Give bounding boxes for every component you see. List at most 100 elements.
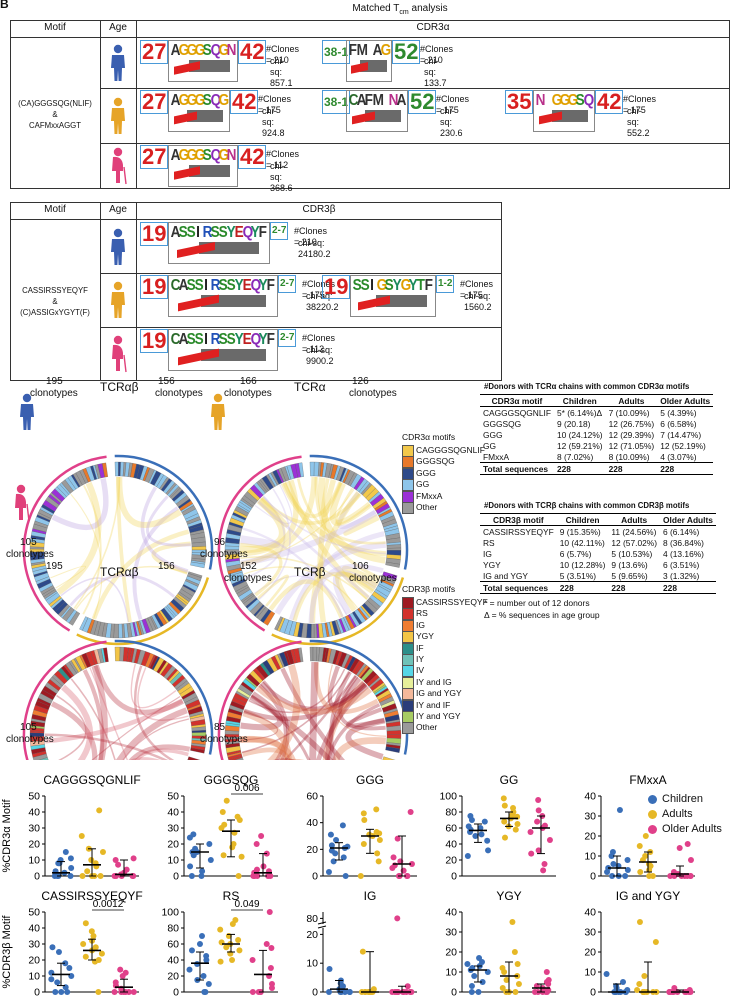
age-arc (76, 577, 210, 646)
table-cell: GGG (483, 429, 503, 440)
panel-label: B (0, 0, 9, 11)
legend_beta-swatch (402, 619, 414, 632)
logo-letter: G (194, 42, 206, 59)
circos-chord (51, 477, 109, 530)
legend_beta-item-label: IG (416, 619, 425, 630)
logo-letter: A (356, 92, 367, 109)
y-tick-label: 20 (584, 947, 596, 959)
beta_table-logo-1-0-v-gene: 19 (140, 274, 169, 299)
table-cell: YGY (483, 559, 501, 570)
data-point (80, 941, 87, 947)
table-cell: 8 (10.09%) (608, 451, 650, 462)
scatter-8: YGY 0 10 20 30 40 (445, 889, 556, 998)
data-point (477, 825, 484, 831)
data-point (68, 865, 75, 871)
data-point (198, 933, 205, 939)
circos-chord (140, 486, 189, 573)
data-point (340, 854, 347, 861)
logo-letter: S (202, 92, 212, 109)
alpha_table-logo-0-0-red-bar (174, 61, 201, 75)
circos-chord (309, 491, 361, 624)
data-point (235, 937, 242, 943)
beta_table-age-icon-wrap (108, 228, 128, 271)
data-point (479, 979, 486, 985)
alpha_table-logo-1-2-clones: #Clones = 175 (623, 94, 657, 115)
table-cell: GG (483, 440, 497, 451)
circos-chord (248, 668, 346, 714)
circos-1-group (22, 454, 214, 646)
circos-chord (240, 542, 283, 597)
logo-letter: S (178, 224, 188, 241)
y-tick-label: 30 (28, 823, 40, 835)
beta_table-logo-1-0-box: 19 C A S S I R S S Y E Q Y F 2-7 (140, 275, 300, 317)
age-arc (217, 455, 302, 632)
y-tick-label: 10 (584, 851, 596, 863)
legend_beta-swatch (402, 722, 414, 735)
circos-segment (298, 647, 304, 663)
data-point (514, 821, 521, 827)
data-point (499, 965, 506, 971)
data-point (472, 833, 479, 839)
circos-chord (50, 565, 87, 589)
alpha_table-logo-2-0-chisq: chi-sq: 368.6 (270, 161, 293, 193)
circos-c3-bottom_sub: clonotypes (6, 734, 54, 745)
data-point (253, 866, 260, 873)
data-point (78, 833, 85, 839)
circos-chord (242, 709, 292, 760)
legend_alpha-swatch (402, 456, 414, 469)
title-suffix: analysis (408, 3, 448, 14)
data-point (199, 868, 206, 875)
circos-segment (386, 730, 402, 735)
data-point (515, 981, 522, 987)
y-tick-label: 30 (445, 927, 457, 939)
older-person-wrap (11, 484, 31, 527)
circos-segment (274, 616, 283, 631)
logo-letter: A (170, 92, 181, 109)
circos-chord (256, 497, 289, 528)
beta_table-age-icon-wrap (108, 281, 128, 324)
data-point (62, 960, 69, 967)
data-point (464, 853, 471, 859)
circos-chord (239, 497, 286, 554)
logo-letter: N (226, 42, 237, 59)
alpha_table-header-age: Age (109, 22, 127, 33)
logo-letter: A (170, 147, 181, 164)
y-tick-label: 0 (451, 987, 457, 998)
data-point (545, 977, 552, 983)
plot-title: YGY (496, 889, 521, 903)
age-arc (309, 454, 409, 570)
alpha_table-logo-1-0-chisq: chi-sq: 924.8 (262, 106, 285, 138)
data-point (468, 983, 475, 989)
beta_table-motif-label: CASSIRSSYEQYF & (C)ASSIGxYGYT(F) (10, 285, 100, 318)
logo-letter: G (218, 92, 230, 109)
data-point (624, 867, 631, 873)
logo-letter: G (178, 147, 190, 164)
alpha_table-header-cdr3: CDR3α (416, 22, 450, 33)
age-arc (217, 640, 302, 760)
data-point (54, 979, 61, 986)
data-point (342, 873, 349, 879)
plot-title: CASSIRSSYEQYF (41, 889, 142, 903)
beta_table-logo-1-1-red-bar (357, 295, 390, 311)
table-row: GG 12 (59.21%) 12 (71.05%) 12 (52.19%) (480, 440, 713, 451)
group-legend-dot (648, 810, 657, 819)
y-tick-label: 40 (584, 791, 596, 803)
circos-chord (282, 481, 342, 518)
y-tick-label: 20 (167, 839, 179, 851)
logo-letter: S (186, 277, 196, 294)
circos-chord (332, 570, 378, 616)
table-cell: 9 (20.18) (556, 418, 591, 429)
alpha_table-logo-1-0-v-gene: 27 (140, 89, 169, 114)
data-point (328, 847, 335, 854)
logo-letter: G (194, 147, 206, 164)
logo-letter: S (226, 277, 236, 294)
table-cell: CAGGGSQGNLIF (483, 407, 551, 418)
beta_table-logo-0-0-j-gene: 2-7 (270, 222, 289, 240)
circos-chord (137, 667, 189, 721)
older-person-icon (15, 484, 30, 522)
y-tick-label: 40 (445, 839, 457, 851)
circos-chord (240, 476, 317, 567)
data-point (188, 947, 195, 954)
data-point (341, 989, 348, 995)
